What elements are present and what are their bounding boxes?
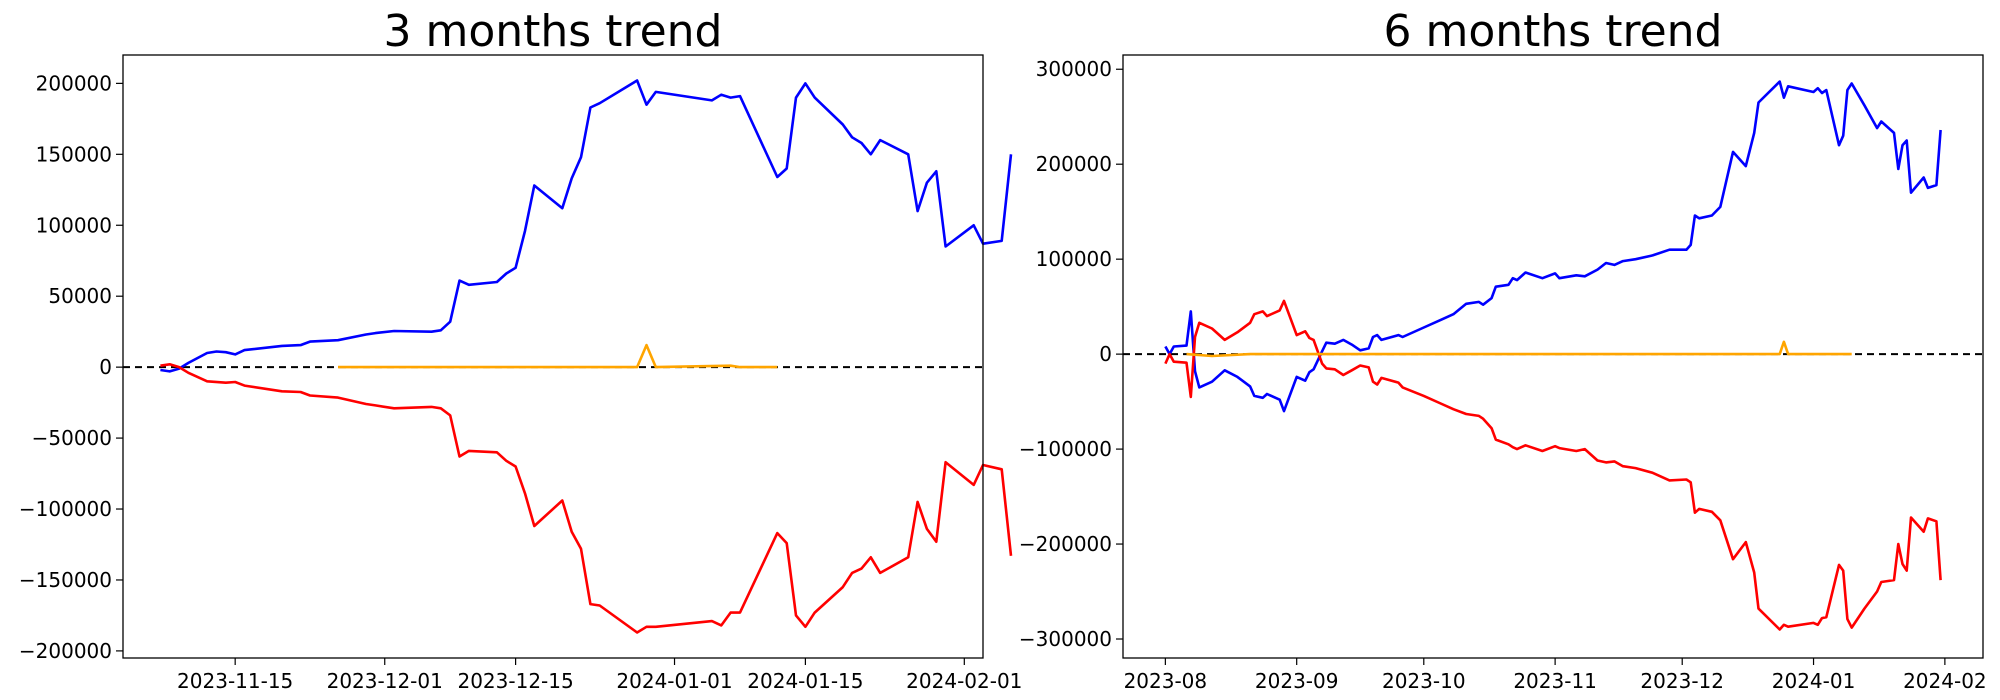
chart-title: 3 months trend [384, 6, 723, 57]
plot-frame [1122, 54, 1984, 659]
x-tick-label: 2023-12 [1640, 669, 1724, 693]
y-tick-label: 200000 [36, 71, 112, 95]
y-tick-label: −200000 [1019, 532, 1112, 556]
y-tick-label: 300000 [1036, 57, 1112, 81]
x-tick-label: 2023-11-15 [177, 669, 293, 693]
x-tick-label: 2023-09 [1255, 669, 1339, 693]
red-series-line [160, 363, 1013, 634]
y-tick-label: −100000 [19, 497, 112, 521]
chart-3-months: 3 months trend −200000 −150000 −100000 −500… [19, 6, 1023, 693]
x-tick-label: 2024-01 [1772, 669, 1856, 693]
y-tick-label: 50000 [48, 284, 112, 308]
y-tick-label: 0 [99, 355, 112, 379]
x-tick-label: 2023-10 [1382, 669, 1466, 693]
y-tick-label: −200000 [19, 639, 112, 663]
x-tick-label: 2024-01-15 [747, 669, 863, 693]
x-tick-label: 2023-08 [1124, 669, 1208, 693]
y-tick-label: 0 [1099, 342, 1112, 366]
chart-6-months: 6 months trend −300000 −200000 −100000 0 100… [1019, 6, 1987, 693]
y-tick-label: −300000 [1019, 627, 1112, 651]
blue-series-line [160, 79, 1013, 373]
blue-series-line [1164, 80, 1942, 413]
y-tick-label: −50000 [32, 426, 112, 450]
x-tick-label: 2023-12-15 [457, 669, 573, 693]
x-tick-label: 2024-01-01 [616, 669, 732, 693]
plot-frame [122, 54, 984, 659]
x-tick-label: 2024-02 [1903, 669, 1987, 693]
orange-series-line [338, 343, 778, 369]
x-tick-label: 2024-02-01 [906, 669, 1022, 693]
orange-series-line [1186, 340, 1852, 358]
y-tick-label: −100000 [1019, 437, 1112, 461]
x-tick-label: 2023-11 [1513, 669, 1597, 693]
y-tick-label: 100000 [1036, 247, 1112, 271]
y-tick-label: 100000 [36, 213, 112, 237]
y-tick-label: 150000 [36, 142, 112, 166]
x-tick-label: 2023-12-01 [327, 669, 443, 693]
y-tick-label: −150000 [19, 568, 112, 592]
chart-title: 6 months trend [1384, 6, 1723, 57]
red-series-line [1164, 299, 1942, 631]
y-tick-label: 200000 [1036, 152, 1112, 176]
